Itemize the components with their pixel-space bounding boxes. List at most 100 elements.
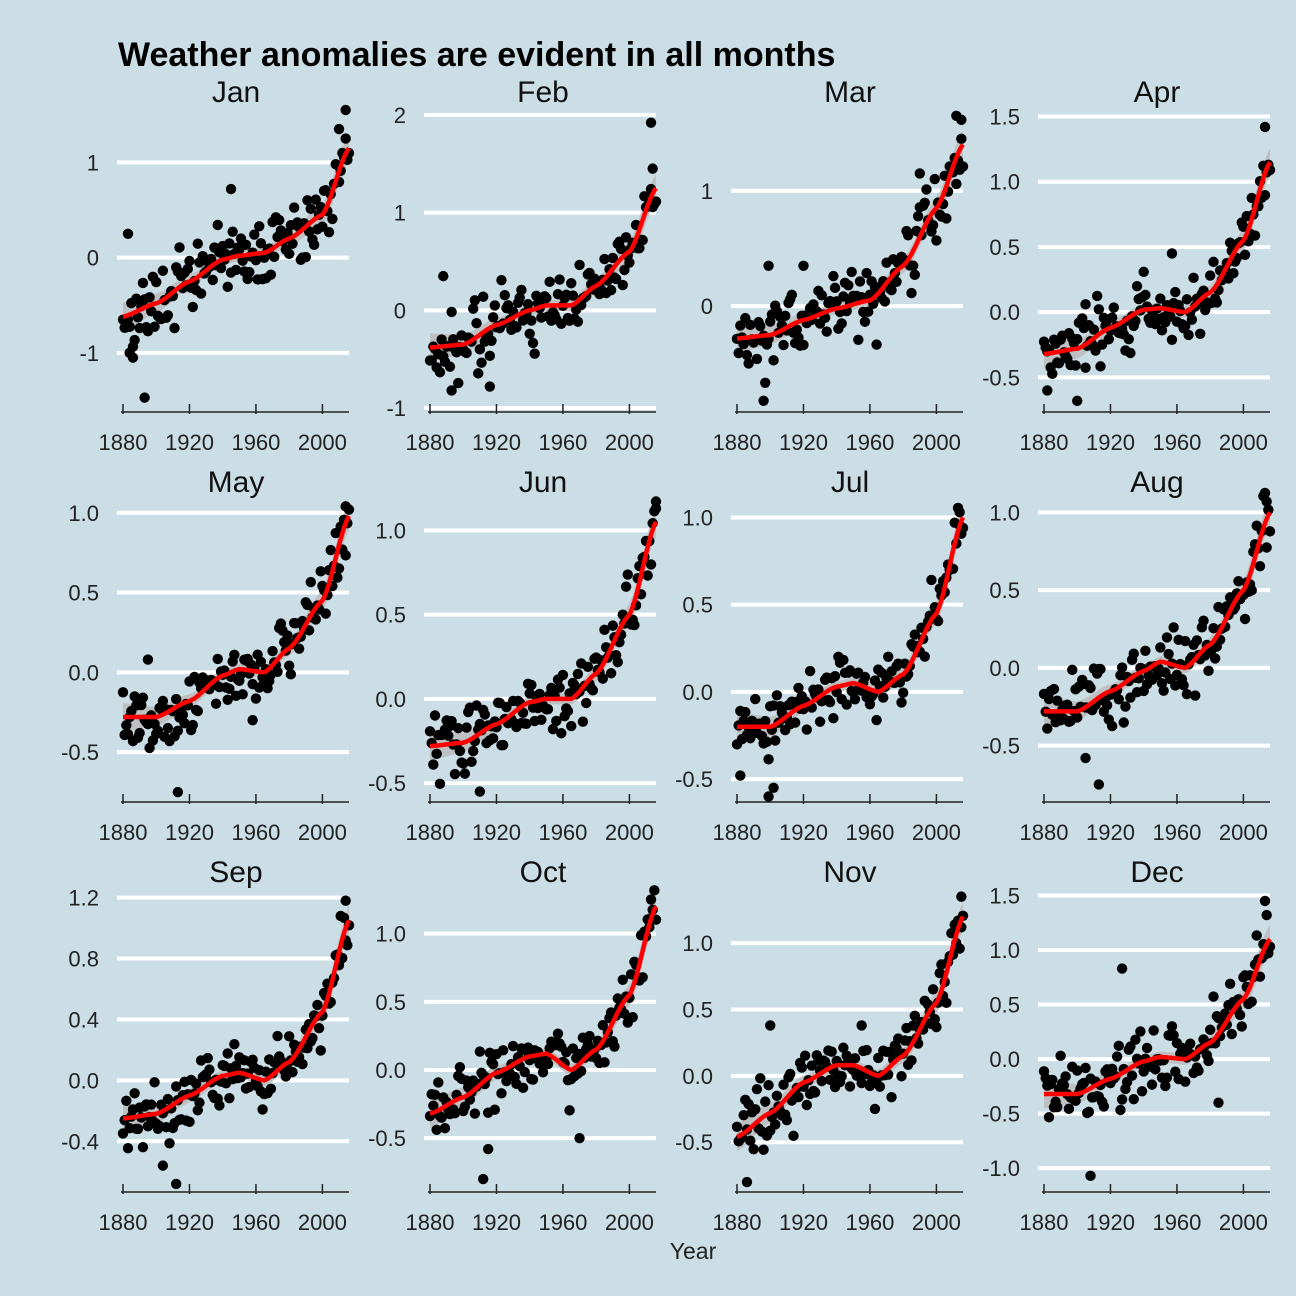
data-point-aug-86 [1181,688,1193,700]
data-point-jun-133 [645,559,657,570]
data-point-may-12 [137,692,149,703]
data-point-dec-128 [1251,930,1262,941]
trend-line-mar [736,143,965,341]
data-point-may-56 [210,698,222,709]
data-point-sep-137 [170,1178,182,1190]
panel-title-jun: Jun [519,466,567,499]
y-tick-label-jun-1: 0.0 [375,687,406,712]
data-point-feb-32 [477,291,489,302]
y-tick-label-oct-1: 0.0 [375,1058,406,1083]
data-point-mar-114 [921,184,932,195]
y-tick-label-jan-2: 1 [87,150,99,175]
data-point-mar-40 [798,339,809,351]
data-point-feb-120 [624,257,635,268]
data-point-feb-45 [499,290,510,301]
data-point-aug-136 [1264,526,1276,537]
data-point-jun-137 [474,786,486,797]
data-point-apr-85 [1180,320,1191,332]
panel-dec: Dec -1.0 -0.5 0.0 0.5 1.0 1.5 1880 1920 1960 2000 [982,856,1276,1235]
data-point-jun-73 [546,682,557,694]
data-point-feb-90 [574,259,585,271]
y-tick-label-dec-2: 0.0 [989,1047,1020,1072]
data-point-feb-128 [637,234,648,246]
data-point-apr-140 [1166,248,1178,259]
data-point-nov-64 [838,1042,849,1053]
data-point-jan-59 [215,262,227,274]
data-point-aug-45 [1113,694,1124,705]
data-point-feb-17 [453,377,464,389]
data-point-mar-107 [909,269,921,281]
data-point-apr-5 [1047,368,1058,380]
data-point-apr-79 [1170,286,1181,298]
data-point-aug-72 [1158,685,1169,696]
data-point-may-80 [250,693,262,704]
data-point-nov-39 [796,1062,808,1073]
data-point-oct-111 [609,1041,620,1052]
panel-title-dec: Dec [1130,856,1183,889]
panel-title-jan: Jan [212,76,260,109]
data-point-dec-88 [1185,1038,1196,1049]
data-point-nov-30 [781,1115,793,1126]
data-point-aug-92 [1191,635,1203,646]
data-point-oct-44 [497,1045,509,1056]
data-point-may-119 [315,566,326,577]
data-point-jun-0 [424,726,436,737]
data-point-jul-19 [763,754,774,765]
x-tick-label-may-3: 2000 [298,820,347,845]
data-point-apr-19 [1070,360,1081,371]
data-point-dec-99 [1203,1055,1214,1067]
data-point-nov-56 [824,1074,836,1085]
panel-jun: Jun -0.5 0.0 0.5 1.0 1880 1920 1960 2000 [368,466,662,845]
data-point-sep-46 [194,1097,205,1108]
data-point-aug-117 [1233,575,1244,587]
panel-apr: Apr -0.5 0.0 0.5 1.0 1.5 1880 1920 1960 2000 [982,76,1276,455]
data-point-may-116 [310,614,321,625]
x-tick-label-jul-2: 1960 [845,820,894,845]
data-point-jan-45 [192,238,203,249]
data-point-nov-0 [731,1121,743,1133]
data-point-jun-79 [556,728,567,739]
data-point-apr-41 [1106,312,1118,323]
data-point-apr-51 [1123,334,1134,345]
data-point-jun-67 [536,714,547,725]
data-point-aug-137 [1093,779,1105,790]
data-point-aug-75 [1163,648,1174,660]
data-point-feb-117 [619,264,630,276]
data-point-nov-37 [793,1091,804,1103]
data-point-feb-30 [474,344,486,355]
data-point-apr-55 [1130,315,1141,327]
data-point-dec-100 [1204,1024,1216,1035]
data-point-dec-25 [1080,1062,1091,1074]
data-point-jun-138 [650,503,662,514]
data-point-jul-80 [864,699,876,710]
data-point-nov-8 [745,1135,756,1146]
y-tick-label-jul-2: 0.5 [682,593,713,618]
data-point-jan-111 [302,195,313,206]
data-point-mar-106 [907,260,919,271]
data-point-jan-143 [340,104,351,116]
data-point-jun-18 [454,745,466,757]
data-point-nov-118 [927,984,939,995]
data-point-aug-99 [1203,665,1214,677]
data-point-feb-139 [484,381,496,392]
data-point-jan-40 [184,255,195,267]
data-point-may-99 [282,630,293,641]
data-point-may-130 [333,563,345,574]
data-point-jun-71 [542,704,554,715]
x-tick-label-dec-1: 1920 [1086,1210,1135,1235]
data-point-aug-47 [1116,662,1128,673]
data-point-nov-122 [934,967,945,979]
data-point-mar-4 [738,338,749,350]
data-point-jul-18 [761,736,773,748]
data-point-feb-85 [566,278,577,289]
data-point-nov-34 [788,1130,799,1142]
data-point-dec-12 [1058,1079,1070,1091]
data-point-apr-70 [1155,293,1166,304]
data-point-dec-141 [1261,909,1272,921]
data-point-sep-138 [157,1160,169,1171]
data-point-dec-10 [1055,1050,1066,1062]
y-tick-label-jul-3: 1.0 [682,505,713,530]
data-point-jan-74 [240,239,252,251]
x-tick-label-mar-0: 1880 [713,430,762,455]
data-point-may-27 [162,722,174,734]
